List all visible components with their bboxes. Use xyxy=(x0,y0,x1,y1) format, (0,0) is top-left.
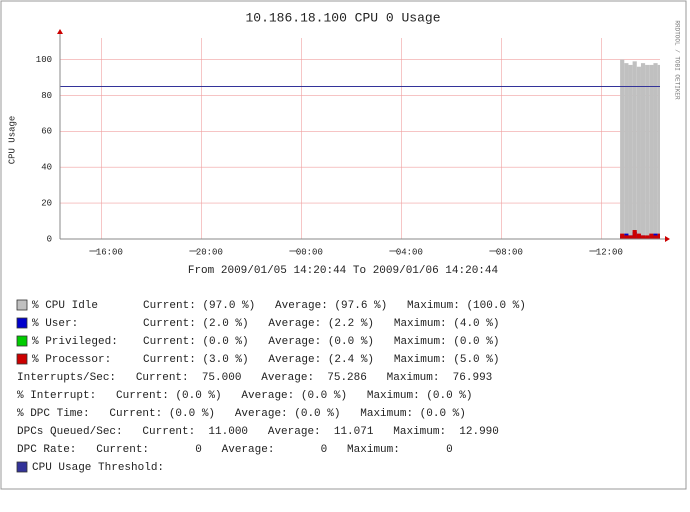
legend-swatch xyxy=(16,335,28,347)
legend-stats: Current: (2.0 %) Average: (2.2 %) Maximu… xyxy=(143,318,499,330)
y-tick-label: 40 xyxy=(41,163,52,173)
area-column xyxy=(620,233,625,239)
info-line: % DPC Time: Current: (0.0 %) Average: (0… xyxy=(17,408,466,420)
area-column xyxy=(632,61,637,240)
info-line: % Interrupt: Current: (0.0 %) Average: (… xyxy=(17,390,472,402)
area-column xyxy=(657,64,660,239)
area-column xyxy=(636,233,641,239)
x-tick-label: 20:00 xyxy=(196,247,223,257)
area-column xyxy=(649,64,654,239)
area-column xyxy=(628,235,633,239)
info-line: DPC Rate: Current: 0 Average: 0 Maximum:… xyxy=(17,444,453,456)
area-column xyxy=(636,66,641,239)
y-tick-label: 80 xyxy=(41,91,52,101)
area-column xyxy=(640,63,646,239)
area-column xyxy=(640,235,646,239)
chart-subtitle: From 2009/01/05 14:20:44 To 2009/01/06 1… xyxy=(188,265,499,277)
legend-stats: Current: (0.0 %) Average: (0.0 %) Maximu… xyxy=(143,336,499,348)
legend-swatch xyxy=(16,353,28,365)
area-column xyxy=(653,235,658,239)
legend-label: % Processor: xyxy=(32,354,111,366)
area-column xyxy=(645,64,650,239)
area-column xyxy=(657,233,660,239)
area-column xyxy=(649,233,654,239)
x-tick-label: 00:00 xyxy=(296,247,323,257)
legend-label: % Privileged: xyxy=(32,336,118,348)
side-text: RRDTOOL / TOBI OETIKER xyxy=(673,20,680,100)
info-line: DPCs Queued/Sec: Current: 11.000 Average… xyxy=(17,426,499,438)
area-column xyxy=(632,230,637,239)
x-tick-label: 12:00 xyxy=(596,247,623,257)
area-column xyxy=(624,63,629,239)
legend-stats: Current: (3.0 %) Average: (2.4 %) Maximu… xyxy=(143,354,499,366)
legend-swatch xyxy=(16,461,28,473)
area-column xyxy=(645,235,650,239)
legend-swatch xyxy=(16,299,28,311)
y-tick-label: 20 xyxy=(41,198,52,208)
x-tick-label: 04:00 xyxy=(396,247,423,257)
x-tick-label: 16:00 xyxy=(96,247,123,257)
plot-area xyxy=(60,38,660,239)
axis-arrow xyxy=(665,236,670,242)
legend-swatch xyxy=(16,317,28,329)
y-axis-title: CPU Usage xyxy=(7,116,17,165)
y-tick-label: 0 xyxy=(47,234,52,244)
x-tick-label: 08:00 xyxy=(496,247,523,257)
legend-label: % CPU Idle xyxy=(32,300,98,312)
legend-label: % User: xyxy=(32,318,78,330)
y-tick-label: 60 xyxy=(41,127,52,137)
area-column xyxy=(620,59,625,240)
area-column xyxy=(628,64,633,239)
y-tick-label: 100 xyxy=(36,55,52,65)
legend-stats: Current: (97.0 %) Average: (97.6 %) Maxi… xyxy=(143,300,526,312)
info-line: Interrupts/Sec: Current: 75.000 Average:… xyxy=(17,372,492,384)
chart-title: 10.186.18.100 CPU 0 Usage xyxy=(245,10,440,25)
legend-label: CPU Usage Threshold: xyxy=(32,462,164,474)
area-column xyxy=(624,235,629,239)
axis-arrow xyxy=(57,29,63,34)
area-column xyxy=(653,63,658,239)
